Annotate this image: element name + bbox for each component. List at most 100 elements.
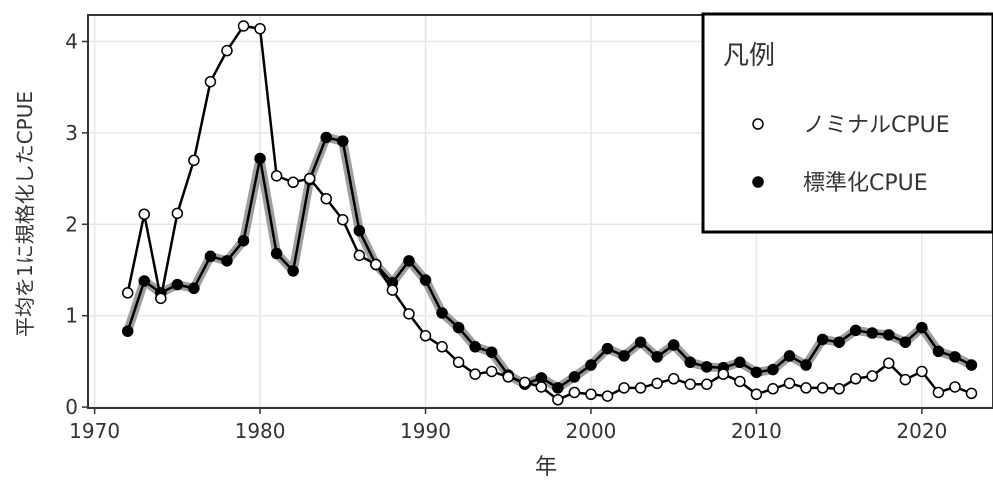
point: [386, 284, 399, 296]
point: [932, 386, 945, 399]
point: [750, 366, 763, 379]
point: [965, 359, 978, 371]
point: [287, 265, 299, 277]
point: [320, 192, 332, 205]
point: [436, 307, 448, 319]
point: [949, 381, 961, 393]
point: [899, 336, 912, 348]
point: [254, 22, 266, 35]
y-axis-label: 平均を1に規格化したCPUE: [13, 91, 37, 337]
legend-marker: [752, 118, 764, 130]
point: [320, 131, 332, 144]
point: [916, 365, 928, 378]
point: [270, 247, 283, 260]
point: [138, 208, 151, 220]
point: [552, 382, 564, 394]
y-tick-label: 3: [65, 121, 78, 145]
point: [667, 373, 680, 385]
legend-marker: [752, 176, 764, 188]
x-tick-label: 1970: [69, 419, 120, 443]
point: [701, 361, 713, 373]
plot-frame: [87, 14, 993, 409]
point: [452, 356, 465, 369]
point: [337, 213, 349, 226]
point: [485, 346, 498, 358]
point: [204, 250, 217, 263]
point: [767, 363, 779, 376]
point: [221, 44, 233, 57]
point: [419, 330, 432, 342]
point: [221, 255, 233, 267]
x-tick-label: 2000: [566, 419, 617, 443]
point: [121, 325, 134, 337]
point: [651, 351, 663, 363]
point: [849, 373, 862, 385]
point: [932, 345, 945, 358]
point: [188, 282, 200, 295]
point: [237, 234, 250, 247]
point: [171, 207, 184, 220]
point: [237, 20, 250, 32]
point: [353, 224, 366, 237]
point: [188, 154, 200, 167]
x-tick-label: 1980: [235, 419, 286, 443]
point: [337, 135, 349, 147]
point: [634, 336, 647, 348]
point: [370, 258, 382, 271]
point: [121, 287, 134, 299]
point: [287, 176, 299, 189]
point: [403, 308, 415, 320]
point: [816, 333, 829, 346]
x-axis-label: 年: [535, 455, 557, 480]
point: [783, 350, 796, 362]
point: [204, 75, 217, 88]
point: [452, 321, 465, 334]
legend-label: ノミナルCPUE: [803, 113, 950, 138]
point: [303, 172, 316, 185]
point: [783, 377, 796, 390]
point: [568, 386, 581, 399]
point: [916, 321, 928, 334]
point: [734, 375, 746, 388]
point: [601, 342, 614, 355]
point: [833, 383, 845, 395]
point: [667, 339, 680, 351]
point: [618, 350, 630, 362]
point: [651, 377, 663, 390]
point: [734, 356, 746, 369]
point: [552, 394, 564, 406]
point: [469, 341, 481, 353]
point: [883, 357, 895, 369]
point: [684, 356, 696, 369]
point: [618, 382, 630, 394]
point: [502, 371, 514, 383]
point: [883, 329, 895, 341]
point: [800, 382, 812, 394]
legend-label: 標準化CPUE: [803, 171, 928, 196]
point: [965, 387, 978, 400]
point: [155, 292, 167, 305]
point: [485, 365, 498, 378]
series-line: [126, 24, 972, 402]
legend-title: 凡例: [723, 41, 775, 71]
point: [601, 390, 614, 402]
point: [585, 359, 597, 371]
point: [866, 327, 878, 339]
point: [634, 382, 647, 394]
point: [767, 383, 779, 395]
x-tick-label: 2010: [731, 419, 782, 443]
series-line: [126, 136, 973, 390]
point: [816, 382, 829, 394]
x-tick-label: 2020: [896, 419, 947, 443]
point: [469, 368, 481, 380]
point: [800, 359, 812, 371]
y-tick-label: 1: [65, 304, 78, 328]
point: [403, 255, 415, 267]
point: [866, 370, 878, 382]
point: [585, 388, 597, 401]
point: [750, 388, 763, 401]
point: [353, 249, 366, 262]
point: [171, 278, 184, 291]
y-tick-label: 0: [65, 395, 78, 419]
